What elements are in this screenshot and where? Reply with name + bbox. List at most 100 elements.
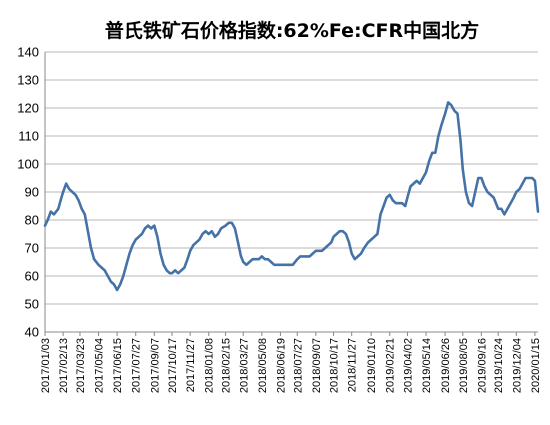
x-tick-label: 2017/09/07: [149, 338, 161, 393]
data-point: [528, 177, 530, 179]
data-point: [264, 258, 266, 261]
data-point: [459, 140, 462, 143]
data-point: [189, 249, 192, 252]
data-point: [412, 182, 415, 185]
data-point: [440, 123, 443, 126]
data-point: [74, 193, 77, 196]
data-point: [248, 261, 251, 263]
data-point: [311, 252, 314, 255]
data-point: [288, 263, 291, 266]
data-point: [327, 244, 330, 247]
data-point: [251, 258, 254, 261]
x-tick-label: 2019/05/14: [421, 338, 433, 393]
data-point: [192, 244, 195, 247]
data-point: [137, 235, 140, 238]
data-point: [156, 235, 159, 238]
data-point: [332, 235, 335, 238]
data-point: [409, 185, 412, 188]
data-point: [434, 151, 437, 154]
series-layer: [43, 101, 540, 292]
data-point: [125, 263, 128, 266]
data-point: [195, 241, 198, 244]
x-tick-label: 2017/03/23: [75, 338, 87, 393]
data-point: [83, 213, 86, 216]
data-point: [398, 202, 400, 205]
data-point: [207, 233, 210, 235]
data-point: [106, 275, 109, 277]
data-point: [144, 227, 146, 230]
data-point: [44, 224, 46, 227]
data-point: [512, 196, 515, 199]
data-point: [450, 104, 453, 107]
data-point: [257, 258, 260, 261]
x-tick-label: 2017/05/04: [94, 338, 106, 393]
data-point: [503, 213, 506, 216]
data-point: [201, 233, 204, 235]
x-tick-label: 2019/10/24: [493, 338, 505, 393]
data-point: [224, 224, 227, 227]
y-tick-label: 100: [17, 157, 39, 172]
data-point: [353, 258, 356, 261]
data-point: [391, 199, 394, 202]
data-point: [267, 258, 269, 261]
data-point: [227, 221, 230, 224]
data-point: [338, 230, 341, 233]
data-point: [93, 258, 95, 261]
x-tick-label: 2019/09/16: [476, 338, 488, 393]
x-tick-label: 2017/06/15: [112, 338, 124, 393]
data-point: [456, 112, 459, 115]
data-point: [348, 241, 350, 244]
data-point: [305, 255, 308, 258]
data-point: [477, 177, 480, 179]
x-tick-label: 2017/07/27: [131, 338, 143, 393]
y-axis-ticks: 40 50 60 70 80 90 100 110 120 130 140: [17, 45, 39, 340]
data-point: [60, 196, 63, 199]
data-point: [171, 272, 173, 275]
data-point: [276, 263, 279, 266]
data-point: [177, 272, 180, 275]
data-point: [122, 275, 125, 277]
x-tick-label: 2017/11/27: [185, 338, 197, 392]
data-point: [321, 249, 323, 252]
data-point: [474, 191, 477, 193]
x-tick-label: 2017/01/03: [40, 338, 52, 393]
x-tick-label: 2018/03/27: [238, 338, 250, 393]
data-point: [388, 193, 391, 196]
data-point: [217, 233, 219, 235]
data-point: [214, 235, 216, 238]
data-point: [468, 202, 470, 205]
data-point: [415, 179, 418, 182]
data-point: [370, 238, 373, 241]
data-point: [534, 179, 536, 182]
series-line: [43, 101, 540, 292]
data-point: [210, 230, 213, 233]
x-tick-label: 2018/06/19: [275, 338, 287, 393]
data-point: [97, 263, 100, 266]
y-tick-label: 50: [25, 297, 39, 312]
data-point: [119, 283, 122, 286]
data-point: [465, 191, 467, 193]
data-point: [367, 241, 369, 244]
data-point: [518, 188, 521, 191]
data-point: [237, 241, 239, 244]
data-point: [299, 255, 302, 258]
data-point: [537, 210, 539, 213]
x-tick-label: 2019/01/10: [366, 338, 378, 393]
data-point: [373, 235, 376, 238]
x-tick-label: 2019/02/21: [385, 338, 397, 393]
data-point: [159, 252, 162, 255]
x-tick-label: 2018/11/27: [347, 338, 359, 392]
data-point: [65, 182, 68, 185]
data-point: [204, 230, 207, 233]
data-point: [422, 177, 424, 179]
data-point: [363, 247, 365, 249]
data-point: [198, 238, 201, 241]
data-point: [492, 196, 495, 199]
data-point: [486, 191, 489, 193]
y-tick-label: 130: [17, 73, 39, 88]
data-point: [330, 241, 333, 244]
data-point: [345, 233, 347, 235]
x-tick-label: 2018/02/15: [221, 338, 233, 393]
data-point: [428, 160, 430, 163]
